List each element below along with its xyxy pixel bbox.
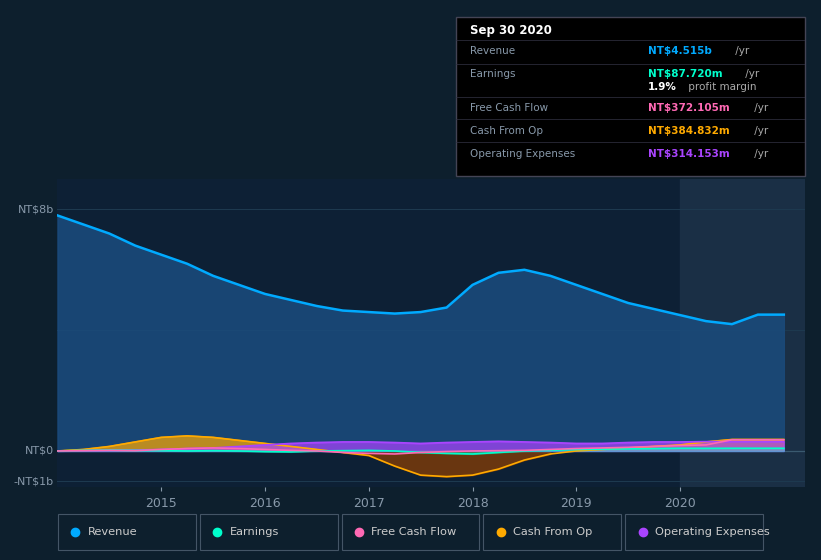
Text: Cash From Op: Cash From Op	[513, 527, 593, 537]
Text: Earnings: Earnings	[470, 69, 515, 79]
Text: Sep 30 2020: Sep 30 2020	[470, 24, 552, 37]
Text: /yr: /yr	[751, 103, 768, 113]
Text: /yr: /yr	[751, 126, 768, 136]
Text: Free Cash Flow: Free Cash Flow	[371, 527, 456, 537]
Text: NT$0: NT$0	[25, 446, 53, 456]
Text: /yr: /yr	[751, 148, 768, 158]
Text: 1.9%: 1.9%	[648, 82, 677, 92]
Text: Operating Expenses: Operating Expenses	[655, 527, 770, 537]
Text: /yr: /yr	[742, 69, 759, 79]
Text: Operating Expenses: Operating Expenses	[470, 148, 575, 158]
Text: NT$4.515b: NT$4.515b	[648, 46, 712, 56]
Text: Free Cash Flow: Free Cash Flow	[470, 103, 548, 113]
Text: Cash From Op: Cash From Op	[470, 126, 543, 136]
Text: NT$87.720m: NT$87.720m	[648, 69, 722, 79]
Text: profit margin: profit margin	[686, 82, 757, 92]
Text: NT$314.153m: NT$314.153m	[648, 148, 729, 158]
Text: Revenue: Revenue	[88, 527, 137, 537]
Text: /yr: /yr	[732, 46, 750, 56]
Text: NT$384.832m: NT$384.832m	[648, 126, 729, 136]
FancyBboxPatch shape	[456, 17, 805, 176]
Text: NT$8b: NT$8b	[17, 204, 53, 214]
Text: Earnings: Earnings	[230, 527, 279, 537]
Bar	[680, 179, 805, 487]
Text: Revenue: Revenue	[470, 46, 515, 56]
Text: -NT$1b: -NT$1b	[14, 476, 53, 486]
Text: NT$372.105m: NT$372.105m	[648, 103, 729, 113]
